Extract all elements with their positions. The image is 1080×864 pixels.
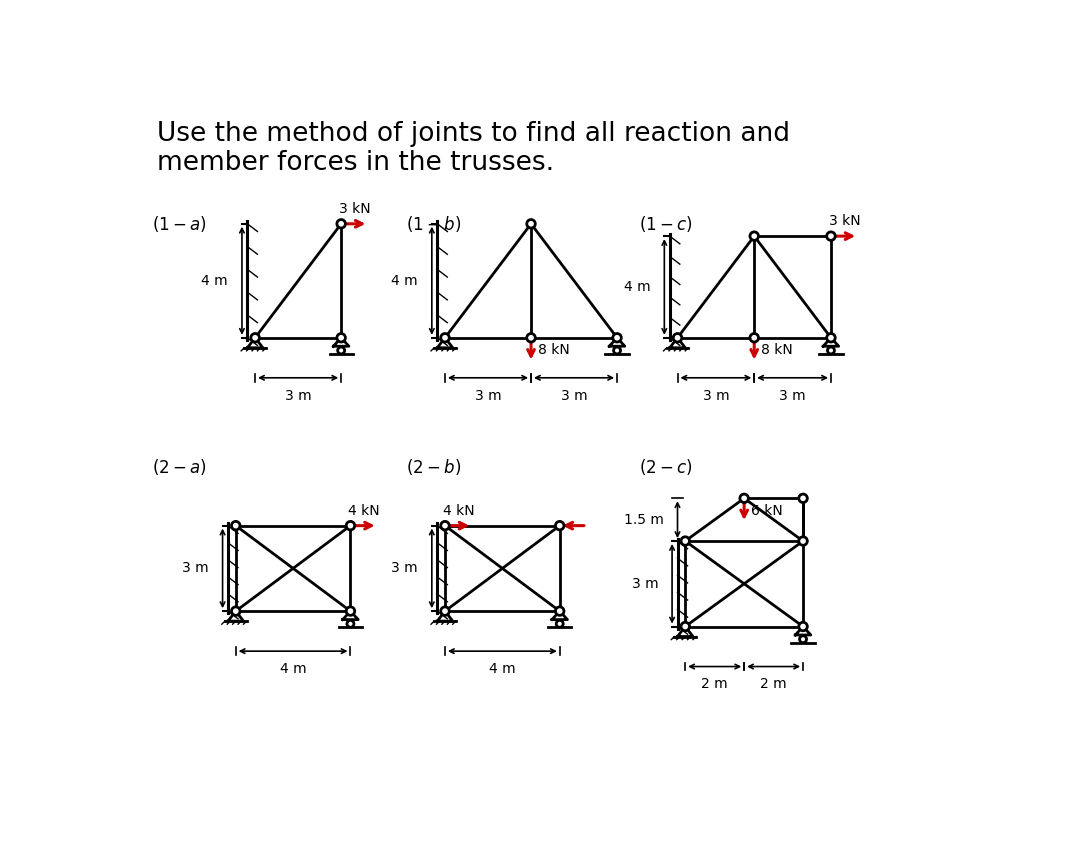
Circle shape bbox=[441, 334, 449, 342]
Text: 3 m: 3 m bbox=[285, 389, 311, 403]
Circle shape bbox=[799, 622, 808, 631]
Text: 8 kN: 8 kN bbox=[761, 343, 793, 357]
Circle shape bbox=[681, 537, 689, 545]
Circle shape bbox=[527, 219, 536, 228]
Circle shape bbox=[527, 334, 536, 342]
Circle shape bbox=[441, 521, 449, 530]
Circle shape bbox=[799, 537, 808, 545]
Circle shape bbox=[613, 347, 621, 354]
Text: $(2-c)$: $(2-c)$ bbox=[638, 456, 692, 477]
Circle shape bbox=[347, 620, 354, 627]
Text: 4 m: 4 m bbox=[391, 274, 418, 288]
Text: 3 m: 3 m bbox=[475, 389, 501, 403]
Text: 3 m: 3 m bbox=[183, 562, 208, 575]
Text: 3 m: 3 m bbox=[703, 389, 729, 403]
Circle shape bbox=[337, 219, 346, 228]
Circle shape bbox=[681, 622, 689, 631]
Circle shape bbox=[799, 636, 807, 643]
Circle shape bbox=[612, 334, 621, 342]
Text: 1.5 m: 1.5 m bbox=[623, 512, 663, 527]
Circle shape bbox=[826, 334, 835, 342]
Circle shape bbox=[750, 334, 758, 342]
Text: 2 m: 2 m bbox=[701, 677, 728, 691]
Circle shape bbox=[673, 334, 681, 342]
Circle shape bbox=[347, 521, 354, 530]
Text: 4 kN: 4 kN bbox=[348, 504, 380, 518]
Text: $(1-c)$: $(1-c)$ bbox=[638, 214, 692, 234]
Circle shape bbox=[826, 232, 835, 240]
Text: 4 kN: 4 kN bbox=[443, 504, 474, 518]
Circle shape bbox=[251, 334, 259, 342]
Text: $(1-a)$: $(1-a)$ bbox=[152, 214, 206, 234]
Text: Use the method of joints to find all reaction and: Use the method of joints to find all rea… bbox=[157, 121, 789, 147]
Circle shape bbox=[231, 607, 240, 615]
Circle shape bbox=[827, 347, 835, 354]
Circle shape bbox=[799, 494, 808, 503]
Text: $(2-a)$: $(2-a)$ bbox=[152, 456, 206, 477]
Text: $(2-b)$: $(2-b)$ bbox=[406, 456, 461, 477]
Text: 4 m: 4 m bbox=[489, 662, 515, 676]
Circle shape bbox=[555, 521, 564, 530]
Circle shape bbox=[555, 607, 564, 615]
Text: 3 m: 3 m bbox=[780, 389, 806, 403]
Text: 3 kN: 3 kN bbox=[828, 214, 861, 228]
Text: 6 kN: 6 kN bbox=[751, 504, 783, 518]
Circle shape bbox=[556, 620, 563, 627]
Text: 2 m: 2 m bbox=[760, 677, 787, 691]
Text: 4 m: 4 m bbox=[201, 274, 228, 288]
Circle shape bbox=[441, 607, 449, 615]
Circle shape bbox=[740, 494, 748, 503]
Text: member forces in the trusses.: member forces in the trusses. bbox=[157, 149, 554, 176]
Text: 3 kN: 3 kN bbox=[339, 202, 370, 216]
Circle shape bbox=[347, 607, 354, 615]
Circle shape bbox=[231, 521, 240, 530]
Text: 4 m: 4 m bbox=[624, 280, 650, 294]
Circle shape bbox=[338, 347, 345, 354]
Text: 4 m: 4 m bbox=[280, 662, 307, 676]
Text: 8 kN: 8 kN bbox=[538, 343, 570, 357]
Text: $(1-b)$: $(1-b)$ bbox=[406, 214, 461, 234]
Text: 3 m: 3 m bbox=[561, 389, 588, 403]
Circle shape bbox=[337, 334, 346, 342]
Text: 3 m: 3 m bbox=[391, 562, 418, 575]
Text: 3 m: 3 m bbox=[632, 577, 658, 591]
Circle shape bbox=[750, 232, 758, 240]
